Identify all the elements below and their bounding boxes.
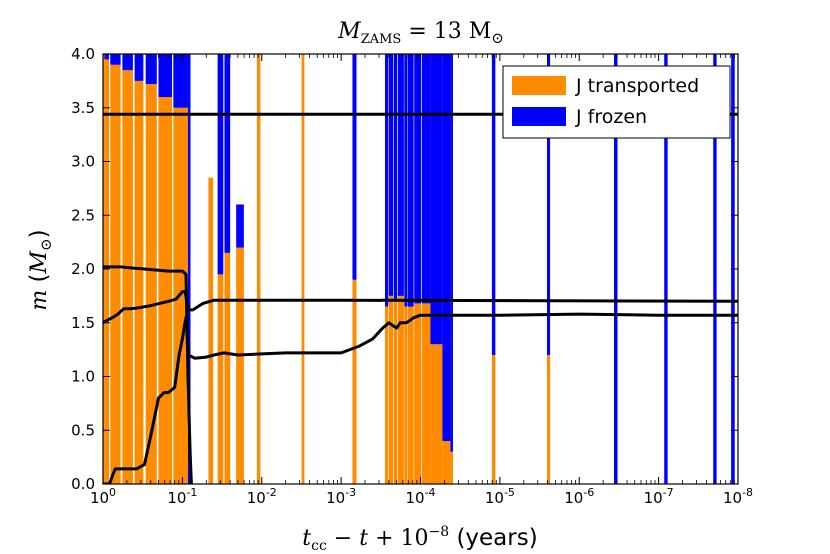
y-tick-label: 1.5 — [71, 314, 95, 332]
transported-region-24 — [430, 344, 443, 484]
x-axis-title-text: tcc − t + 10−8 (years) — [302, 524, 537, 554]
frozen-region-5 — [145, 54, 157, 85]
x-tick-label: 10-8 — [723, 486, 753, 507]
x-tick-label: 10-7 — [644, 486, 674, 507]
transported-region-2 — [110, 64, 121, 484]
transported-region-22 — [414, 303, 422, 484]
legend-label-frozen: J frozen — [575, 106, 647, 128]
frozen-region-28 — [491, 54, 496, 355]
transported-region-19 — [398, 295, 404, 484]
frozen-region-18 — [393, 54, 398, 302]
frozen-region-15 — [352, 54, 357, 280]
transported-region-16 — [385, 306, 389, 484]
y-tick-label: 0.0 — [71, 475, 95, 493]
y-tick-label: 3.5 — [71, 99, 95, 117]
transported-region-11 — [224, 252, 231, 484]
x-tick-label: 10-5 — [485, 486, 515, 507]
legend: J transported J frozen — [502, 65, 731, 139]
frozen-region-2 — [110, 54, 121, 65]
x-tick-label: 10-3 — [326, 486, 356, 507]
transported-region-4 — [134, 80, 144, 484]
y-axis-title-text: m (M⊙) — [26, 229, 55, 310]
series-line-2 — [103, 290, 738, 325]
frozen-region-29 — [613, 54, 618, 484]
frozen-region-21 — [407, 54, 414, 307]
frozen-region-19 — [398, 54, 404, 296]
frozen-region-10 — [217, 54, 224, 275]
frozen-region-12 — [236, 204, 244, 248]
transported-region-1 — [104, 59, 110, 484]
x-tick-label: 100 — [90, 486, 116, 507]
series-line-3 — [103, 312, 738, 484]
transported-region-3 — [122, 70, 133, 484]
frozen-region-8 — [187, 54, 191, 484]
frozen-region-4 — [134, 54, 144, 81]
series-line-1 — [103, 265, 193, 484]
frozen-region-20 — [404, 54, 408, 307]
y-tick-label: 0.5 — [71, 421, 95, 439]
frozen-region-16 — [385, 54, 389, 307]
y-tick-labels: 0.0 0.5 1.0 1.5 2.0 2.5 3.0 3.5 4.0 — [71, 45, 95, 493]
frozen-region-11 — [224, 54, 231, 253]
x-tick-label: 10-2 — [247, 486, 277, 507]
transported-region-27 — [546, 355, 551, 484]
y-tick-label: 2.0 — [71, 260, 95, 278]
x-axis-title: tcc − t + 10−8 (years) — [302, 524, 537, 554]
legend-label-transported: J transported — [575, 75, 699, 97]
legend-swatch-frozen — [512, 107, 566, 126]
frozen-region-27 — [546, 54, 551, 355]
frozen-region-3 — [122, 54, 133, 71]
transported-region-10 — [217, 274, 224, 484]
y-tick-label: 2.5 — [71, 206, 95, 224]
transported-region-14 — [301, 54, 305, 484]
frozen-region-30 — [664, 54, 668, 484]
transported-region-18 — [393, 301, 398, 484]
legend-swatch-transported — [512, 76, 566, 95]
x-tick-labels: 100 10-1 10-2 10-3 10-4 10-5 10-6 10-7 10-8 — [90, 486, 753, 507]
transported-region-12 — [236, 247, 244, 484]
frozen-region-25 — [442, 54, 451, 441]
frozen-region-22 — [414, 54, 422, 304]
frozen-region-1 — [104, 54, 110, 60]
title-text: MZAMS = 13 M⊙ — [337, 19, 504, 47]
frozen-region-26 — [450, 54, 453, 452]
transported-region-25 — [442, 441, 451, 484]
transported-region-23 — [421, 303, 431, 484]
transported-region-20 — [404, 306, 408, 484]
transported-region-5 — [145, 84, 157, 484]
axis-ticks — [102, 53, 739, 485]
frozen-region-24 — [430, 54, 443, 345]
y-tick-label: 1.0 — [71, 368, 95, 386]
transported-region-15 — [352, 279, 357, 484]
x-tick-label: 10-4 — [405, 486, 435, 507]
y-axis-title: m (M⊙) — [26, 229, 55, 310]
frozen-region-31 — [713, 54, 717, 484]
transported-region-6 — [158, 97, 173, 484]
x-tick-label: 10-1 — [167, 486, 197, 507]
transported-region-13 — [256, 54, 261, 484]
transported-region-26 — [450, 451, 453, 484]
x-tick-label: 10-6 — [564, 486, 594, 507]
frozen-region-7 — [173, 54, 188, 108]
y-tick-label: 3.0 — [71, 153, 95, 171]
transported-region-9 — [208, 177, 214, 484]
stacked-regions — [103, 54, 735, 484]
chart-title: MZAMS = 13 M⊙ — [337, 19, 504, 47]
y-tick-label: 4.0 — [71, 45, 95, 63]
transported-region-21 — [407, 306, 414, 484]
transported-region-17 — [388, 295, 394, 484]
frozen-region-6 — [158, 54, 173, 97]
frozen-region-17 — [388, 54, 394, 296]
transported-region-28 — [491, 355, 496, 484]
frozen-region-23 — [421, 54, 431, 304]
